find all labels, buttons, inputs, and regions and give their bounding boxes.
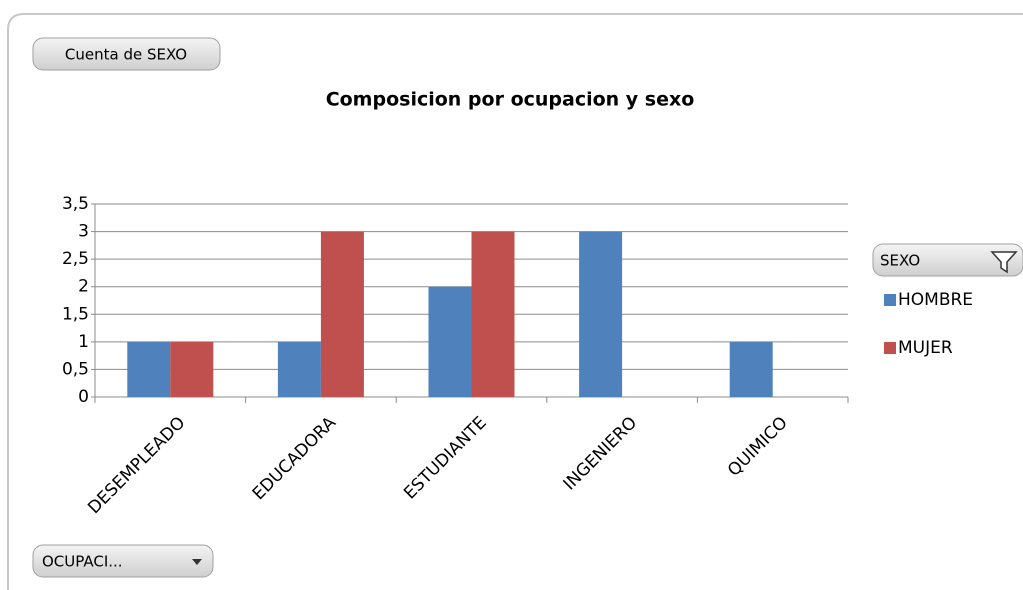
y-tick-label: 0 <box>78 387 89 407</box>
x-tick-label: INGENIERO <box>560 413 642 495</box>
bar <box>277 341 321 397</box>
x-tick-label: EDUCADORA <box>249 413 340 504</box>
x-tick-label: DESEMPLEADO <box>84 413 189 518</box>
legend-label: HOMBRE <box>898 290 973 310</box>
bar <box>320 231 364 397</box>
axis-field-label: OCUPACI... <box>42 553 123 571</box>
y-tick-label: 2,5 <box>62 249 89 269</box>
axis-field-button[interactable] <box>32 544 214 578</box>
bar <box>729 341 773 397</box>
y-tick-label: 0,5 <box>62 359 89 379</box>
value-field-button[interactable] <box>32 37 221 71</box>
legend-swatch <box>884 294 896 306</box>
bar <box>579 231 623 397</box>
bar <box>471 231 515 397</box>
x-tick-label: ESTUDIANTE <box>400 413 490 503</box>
bar <box>170 341 214 397</box>
x-tick-label: QUIMICO <box>724 413 792 481</box>
value-field-label: Cuenta de SEXO <box>65 46 187 64</box>
y-tick-label: 1,5 <box>62 304 89 324</box>
y-tick-label: 3 <box>78 222 89 242</box>
bar <box>127 341 171 397</box>
chart-title: Composicion por ocupacion y sexo <box>326 89 695 111</box>
y-tick-label: 1 <box>78 332 89 352</box>
legend-label: MUJER <box>898 338 953 358</box>
legend-field-button[interactable] <box>872 243 1023 277</box>
dropdown-arrow <box>192 559 202 565</box>
filter-icon <box>990 251 1018 274</box>
legend-title: SEXO <box>880 252 920 270</box>
y-tick-label: 2 <box>78 277 89 297</box>
y-tick-label: 3,5 <box>62 194 89 214</box>
chart-frame <box>7 13 1023 590</box>
legend-swatch <box>884 342 896 354</box>
bar <box>428 286 472 397</box>
